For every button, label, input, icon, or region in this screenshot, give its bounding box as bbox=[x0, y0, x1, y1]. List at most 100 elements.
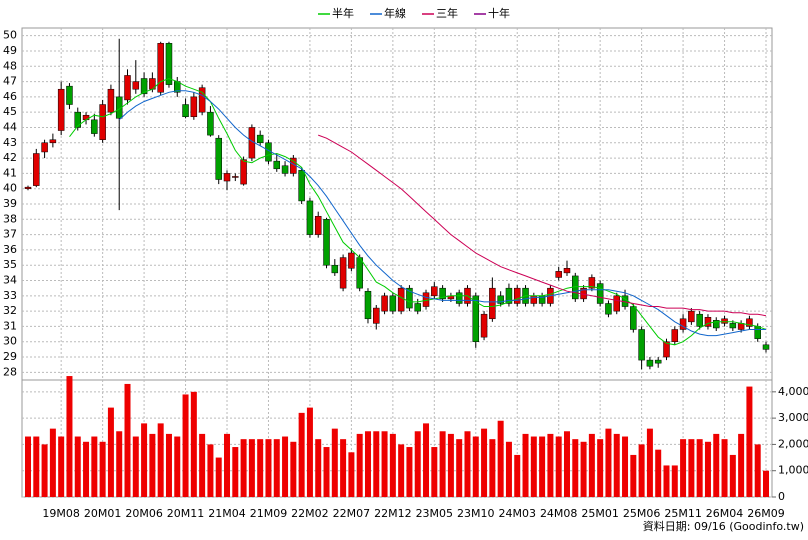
candle-body bbox=[630, 306, 637, 330]
candle-body bbox=[746, 318, 753, 327]
volume-bar bbox=[622, 436, 629, 497]
candle-body bbox=[57, 88, 65, 131]
volume-bar bbox=[638, 444, 645, 497]
candle-body bbox=[455, 292, 463, 304]
volume-tick-label: 1,000 bbox=[778, 464, 808, 477]
y-tick-label: 42 bbox=[3, 151, 17, 164]
x-tick-label: 19M08 bbox=[42, 507, 80, 520]
y-tick-label: 32 bbox=[3, 304, 17, 317]
candle-body bbox=[480, 313, 488, 338]
y-tick-label: 44 bbox=[3, 120, 17, 133]
volume-bar bbox=[49, 428, 56, 497]
volume-bar bbox=[505, 441, 512, 497]
volume-bar bbox=[41, 444, 48, 497]
candle-body bbox=[74, 111, 82, 128]
x-tick-label: 23M10 bbox=[457, 507, 495, 520]
candle-body bbox=[331, 264, 339, 274]
volume-bar bbox=[729, 454, 736, 497]
candle-body bbox=[373, 307, 380, 324]
candle-body bbox=[555, 271, 562, 278]
volume-bar bbox=[323, 447, 330, 497]
legend-label: 半年 bbox=[332, 6, 354, 20]
volume-bar bbox=[680, 439, 687, 497]
candle-body bbox=[381, 295, 388, 312]
volume-bar bbox=[174, 436, 181, 497]
volume-bar bbox=[472, 436, 479, 497]
legend-label: 十年 bbox=[488, 6, 510, 20]
volume-bar bbox=[306, 407, 313, 497]
candle-body bbox=[663, 341, 670, 358]
volume-bar bbox=[406, 447, 413, 497]
volume-bar bbox=[99, 441, 106, 497]
y-tick-label: 28 bbox=[3, 365, 17, 378]
x-tick-label: 24M03 bbox=[498, 507, 536, 520]
candle-body bbox=[198, 87, 206, 113]
volume-bar bbox=[456, 439, 463, 497]
candle-body bbox=[99, 104, 106, 140]
volume-bar bbox=[190, 391, 197, 497]
volume-bar bbox=[298, 412, 305, 497]
volume-bar bbox=[663, 465, 670, 497]
candle-body bbox=[91, 119, 98, 134]
volume-bar bbox=[605, 428, 612, 497]
volume-bar bbox=[356, 433, 363, 497]
y-tick-label: 33 bbox=[3, 289, 17, 302]
volume-bar bbox=[132, 436, 139, 497]
candle-body bbox=[497, 295, 504, 304]
candle-body bbox=[256, 134, 264, 144]
volume-bar bbox=[83, 441, 90, 497]
volume-bar bbox=[713, 433, 720, 497]
candle-body bbox=[215, 137, 222, 180]
volume-bar bbox=[149, 433, 156, 497]
y-tick-label: 45 bbox=[3, 105, 17, 118]
volume-bar bbox=[414, 431, 421, 497]
candle-body bbox=[207, 111, 214, 136]
volume-bar bbox=[671, 465, 678, 497]
volume-bar bbox=[232, 447, 239, 497]
candle-body bbox=[704, 317, 712, 327]
y-tick-label: 37 bbox=[3, 228, 17, 241]
candle-body bbox=[33, 153, 40, 186]
x-tick-label: 22M12 bbox=[374, 507, 412, 520]
volume-bar bbox=[704, 441, 711, 497]
x-tick-label: 23M05 bbox=[416, 507, 454, 520]
y-tick-label: 30 bbox=[3, 335, 17, 348]
volume-bar bbox=[124, 383, 131, 497]
x-tick-label: 25M11 bbox=[664, 507, 702, 520]
volume-bar bbox=[116, 431, 123, 497]
volume-bar bbox=[572, 439, 579, 497]
volume-bar bbox=[555, 436, 562, 497]
volume-tick-label: 3,000 bbox=[778, 411, 808, 424]
x-tick-label: 22M02 bbox=[291, 507, 329, 520]
candle-body bbox=[115, 96, 123, 119]
volume-bar bbox=[497, 420, 504, 497]
y-tick-label: 35 bbox=[3, 258, 17, 271]
candle-body bbox=[431, 286, 438, 297]
y-tick-label: 47 bbox=[3, 75, 17, 88]
candle-body bbox=[140, 78, 148, 95]
candle-body bbox=[505, 287, 513, 304]
candle-body bbox=[688, 310, 695, 323]
x-tick-label: 20M01 bbox=[84, 507, 122, 520]
x-tick-label: 22M07 bbox=[333, 507, 371, 520]
candle-body bbox=[157, 43, 164, 93]
candle-body bbox=[754, 326, 761, 339]
volume-bar bbox=[588, 433, 595, 497]
footnote: 資料日期: 09/16 (Goodinfo.tw) bbox=[643, 519, 804, 533]
ma-line bbox=[118, 90, 766, 337]
volume-bar bbox=[66, 376, 73, 497]
volume-bar bbox=[33, 436, 40, 497]
volume-bar bbox=[215, 457, 222, 497]
candle-body bbox=[124, 75, 131, 101]
x-tick-label: 25M01 bbox=[581, 507, 619, 520]
y-tick-label: 49 bbox=[3, 44, 17, 57]
volume-bar bbox=[240, 439, 247, 497]
volume-bar bbox=[331, 428, 338, 497]
candle-body bbox=[240, 159, 247, 185]
volume-bar bbox=[265, 439, 272, 497]
candle-body bbox=[737, 323, 745, 330]
candle-body bbox=[323, 219, 330, 266]
x-tick-label: 20M11 bbox=[167, 507, 205, 520]
y-tick-label: 48 bbox=[3, 59, 17, 72]
